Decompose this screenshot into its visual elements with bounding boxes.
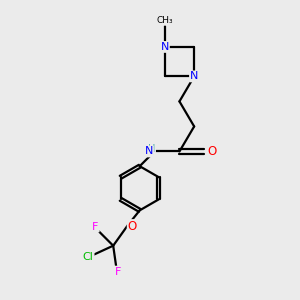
Text: O: O <box>207 145 217 158</box>
Text: F: F <box>114 267 121 277</box>
Text: N: N <box>145 146 153 157</box>
Text: N: N <box>160 42 169 52</box>
Text: H: H <box>148 143 155 154</box>
Text: O: O <box>128 220 137 233</box>
Text: N: N <box>190 71 198 81</box>
Text: F: F <box>92 222 99 232</box>
Text: Cl: Cl <box>83 253 94 262</box>
Text: CH₃: CH₃ <box>156 16 173 25</box>
